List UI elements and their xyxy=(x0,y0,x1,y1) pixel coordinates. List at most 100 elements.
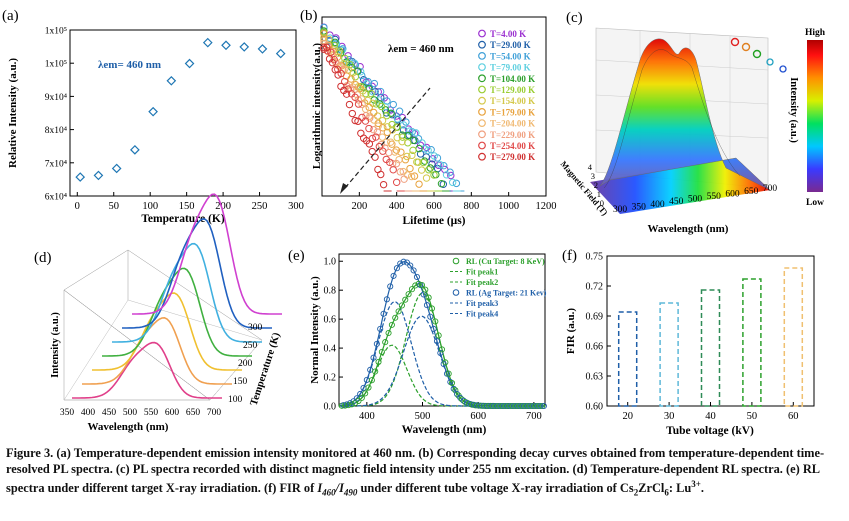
panel-e-ytick-label: 1.0 xyxy=(324,257,337,268)
panel-b-point xyxy=(385,148,393,157)
panel-b: (b) 200 400 600 800 1000 1200 λem = 460 nm T=… xyxy=(300,8,557,227)
panel-b-point xyxy=(408,151,416,160)
panel-b-point xyxy=(342,90,351,98)
panel-f-xtick-label: 50 xyxy=(747,411,758,422)
panel-d-curve xyxy=(122,218,272,329)
panel-b-point xyxy=(387,138,395,146)
panel-f-xlabel: Tube voltage (kV) xyxy=(666,425,754,437)
panel-b-point xyxy=(358,100,366,109)
panel-e-legend-entry: Fit peak2 xyxy=(466,278,498,287)
panel-a-annotation: λem= 460 nm xyxy=(98,59,161,71)
panel-f-ytick-label: 0.63 xyxy=(586,372,604,383)
panel-c-colorbar-high: High xyxy=(805,28,826,38)
panel-e-ag-point xyxy=(400,258,407,265)
panel-c-xtick-label: 400 xyxy=(650,200,665,210)
panel-c-colorbar xyxy=(807,40,823,192)
panel-b-point xyxy=(412,129,420,137)
panel-e-cu-point xyxy=(448,379,456,387)
panel-d-curve xyxy=(132,193,282,315)
panel-e-ag-point xyxy=(397,260,404,267)
panel-b-xtick-label: 1200 xyxy=(536,201,557,212)
panel-d-ztick-label: 250 xyxy=(243,341,258,351)
panel-b-legend-marker xyxy=(478,141,486,150)
panel-b-point xyxy=(320,34,328,42)
panel-b-point xyxy=(323,43,331,52)
panel-f-xtick-label: 30 xyxy=(664,411,675,422)
panel-b-legend-entry: T=129.00 K xyxy=(490,85,535,95)
panel-b-point xyxy=(428,160,436,168)
panel-b-point xyxy=(379,147,387,155)
panel-c-xtick-label: 350 xyxy=(632,202,647,212)
panel-c-surface-ridge xyxy=(603,49,741,189)
panel-b-point xyxy=(356,68,365,76)
panel-e-ag-point xyxy=(427,313,434,320)
panel-b-point xyxy=(365,103,373,112)
panel-b-legend: T=4.00 KT=29.00 KT=54.00 K T=79.00 KT=104… xyxy=(478,29,535,162)
panel-b-point xyxy=(328,58,337,67)
panel-b-point xyxy=(370,116,378,124)
panel-e-cu-point xyxy=(425,294,432,301)
panel-b-point xyxy=(362,112,370,120)
panel-f-bars xyxy=(617,267,804,407)
panel-e-fit-peak3 xyxy=(338,301,545,407)
panel-a-ytick-label: 1x10⁵ xyxy=(45,60,67,70)
panel-e-legend-entry: RL (Cu Target: 8 KeV) xyxy=(466,257,545,266)
panel-a-point xyxy=(257,44,268,54)
panel-b-point xyxy=(351,93,359,101)
panel-b-point xyxy=(376,87,385,96)
panel-b-point xyxy=(418,139,426,147)
panel-f-bar xyxy=(783,267,804,407)
panel-e-xlabel: Wavelength (nm) xyxy=(402,424,487,436)
panel-e-cu-point xyxy=(362,390,369,397)
panel-b-xtick-label: 1000 xyxy=(498,201,519,212)
panel-a-ytick-label: 9x10⁴ xyxy=(45,93,68,103)
panel-e-cu-fit xyxy=(338,283,545,407)
panel-b-point xyxy=(356,84,364,93)
caption-text: (a) Temperature-dependent emission inten… xyxy=(6,446,825,496)
panel-c-label: (c) xyxy=(566,10,583,26)
panel-b-point xyxy=(340,77,349,86)
panel-f-bar xyxy=(617,311,638,407)
panel-b-point xyxy=(383,111,391,120)
panel-c-field-markers xyxy=(730,37,787,73)
panel-b-point xyxy=(407,172,416,181)
panel-c-xtick-label: 450 xyxy=(669,197,684,207)
caption-figure-label: Figure 3. xyxy=(6,446,54,460)
panel-e-ag-point xyxy=(410,267,417,274)
panel-b-point xyxy=(448,178,457,187)
panel-f-ytick-label: 0.66 xyxy=(586,342,604,353)
panel-d-ztick-label: 300 xyxy=(248,323,263,333)
panel-e-cu-point xyxy=(342,402,349,409)
panel-b-point xyxy=(323,46,332,55)
panel-e-ag-point xyxy=(437,349,444,357)
panel-e-cu-point xyxy=(445,370,452,377)
panel-d-xtick-label: 350 xyxy=(60,408,75,418)
panel-a-point xyxy=(130,145,140,155)
panel-e-ag-point xyxy=(370,354,377,361)
panel-e-ylabel: Normal Intensity (a.u.) xyxy=(309,276,321,384)
panel-b-point xyxy=(410,172,419,180)
figure-3: (a) 0 50 100 150 200 250 3006x10⁴7x10⁴8x10⁴9x1… xyxy=(2,8,826,437)
panel-b-legend-entry: T=29.00 K xyxy=(490,40,531,50)
panel-b-point xyxy=(377,102,386,111)
panel-d-curve xyxy=(112,242,262,343)
figure-caption: Figure 3. (a) Temperature-dependent emis… xyxy=(6,446,844,501)
panel-c-xlabel: Wavelength (nm) xyxy=(648,223,729,235)
panel-b-point xyxy=(404,139,412,147)
panel-b-point xyxy=(372,133,380,141)
panel-f-ytick-label: 0.75 xyxy=(586,252,604,263)
panel-b-point xyxy=(393,115,402,123)
panel-e-fit-peak4 xyxy=(339,315,545,407)
panel-f-bar xyxy=(659,302,679,407)
caption-tail: under different tube voltage X-ray irrad… xyxy=(360,481,617,496)
panel-b-legend-entry: T=179.00 K xyxy=(490,107,535,117)
panel-d-xtick-label: 550 xyxy=(144,408,159,418)
panel-e-cu-point xyxy=(408,286,415,293)
panel-b-point xyxy=(383,128,392,137)
panel-e-cu-point xyxy=(539,402,546,410)
panel-d-ztick-label: 200 xyxy=(238,359,253,369)
panel-b-xtick-label: 400 xyxy=(389,201,405,212)
panel-e-ag-point xyxy=(540,402,547,410)
panel-a-ytick-label: 6x10⁴ xyxy=(45,193,68,203)
panel-a-xtick-label: 50 xyxy=(108,201,119,212)
